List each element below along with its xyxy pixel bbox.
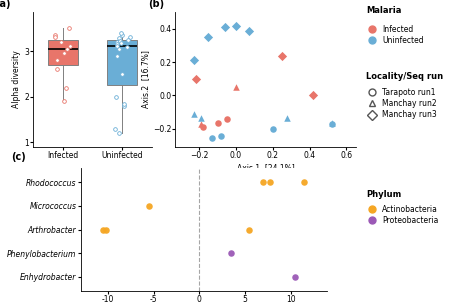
Point [113,42,120,47]
Point [115,36,122,41]
Point [284,115,292,120]
Point [61,99,68,104]
Point [223,116,231,121]
Point [117,30,125,35]
Point [118,71,126,76]
Y-axis label: Alpha diversity: Alpha diversity [12,51,21,108]
Point [120,103,128,108]
Text: Malaria: Malaria [366,6,401,15]
Point [301,180,308,185]
Point [53,67,61,72]
Point [190,112,198,117]
Text: (c): (c) [11,152,27,162]
Point [65,26,73,31]
Text: (b): (b) [148,0,164,9]
Point [123,45,130,50]
Point [113,44,120,49]
Point [214,120,221,125]
Point [115,131,122,136]
Point [51,35,59,40]
Point [190,58,198,63]
Point [113,53,121,58]
Point [111,126,118,131]
Point [57,39,64,44]
Point [199,125,207,129]
Point [267,180,274,185]
Point [292,274,299,279]
Point [245,29,253,34]
Point [66,44,74,49]
X-axis label: Axis.1  [24.1%]: Axis.1 [24.1%] [237,163,294,172]
Point [118,33,126,38]
Point [259,180,267,185]
Text: (a): (a) [0,0,11,9]
Point [232,84,240,89]
Point [102,227,110,232]
Point [113,39,121,44]
PathPatch shape [48,39,78,65]
Point [100,227,107,232]
Point [246,227,253,232]
Point [269,127,277,132]
Point [232,24,240,29]
Point [145,203,153,208]
Text: Locality/Seq run: Locality/Seq run [366,72,443,81]
Point [310,93,317,98]
Text: Phylum: Phylum [366,190,401,199]
Point [328,120,336,125]
Point [112,94,120,99]
Point [209,135,216,140]
Point [205,35,212,39]
PathPatch shape [107,40,137,85]
Point [61,51,68,56]
Point [192,76,200,81]
Point [118,40,125,45]
Point [52,33,59,38]
Point [218,134,225,139]
Point [120,101,128,106]
Point [124,37,131,42]
Point [197,115,205,120]
Point [197,122,205,127]
Point [63,46,71,51]
Point [63,85,70,90]
Legend: Actinobacteria, Proteobacteria: Actinobacteria, Proteobacteria [364,204,439,225]
Point [328,122,336,127]
Point [53,58,61,63]
Point [228,251,235,256]
Point [221,25,229,30]
Point [116,39,124,43]
Legend: Tarapoto run1, Manchay run2, Manchay run3: Tarapoto run1, Manchay run2, Manchay run… [364,88,437,119]
Y-axis label: Axis.2  [16.7%]: Axis.2 [16.7%] [141,50,150,109]
Point [126,35,134,40]
Point [115,46,123,51]
Point [278,54,286,59]
